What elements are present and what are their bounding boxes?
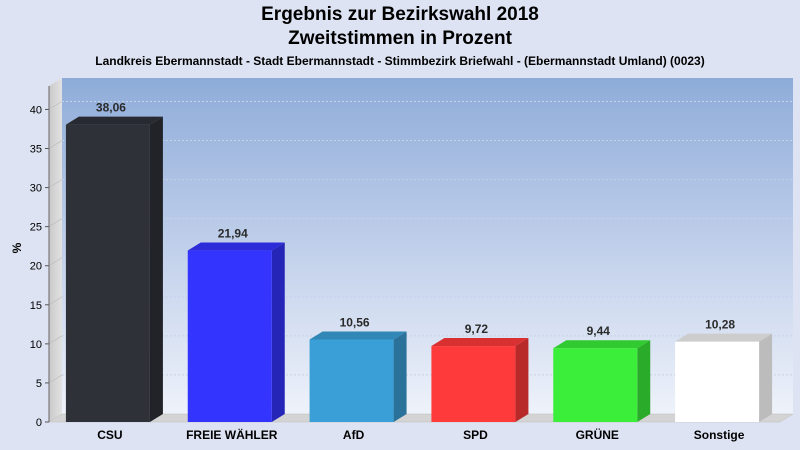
wall-gridline	[48, 218, 63, 227]
left-wall	[49, 78, 62, 422]
wall-gridline	[48, 140, 63, 149]
data-label: 9,44	[587, 324, 611, 338]
x-tick-label: AfD	[343, 428, 365, 442]
bar-gr-ne	[553, 348, 638, 422]
bar-side-afd	[393, 331, 407, 422]
y-tick-label: 25	[30, 222, 42, 234]
data-label: 21,94	[218, 227, 248, 241]
y-tick-label: 30	[30, 183, 42, 195]
chart-subtitle: Zweitstimmen in Prozent	[288, 28, 512, 49]
bar-spd	[431, 346, 516, 422]
plot-area	[62, 78, 793, 414]
bar-sonstige	[675, 341, 760, 422]
x-tick-label: GRÜNE	[576, 427, 619, 442]
y-tick-label: 35	[30, 144, 42, 156]
bar-top-afd	[309, 331, 407, 340]
x-tick-label: FREIE WÄHLER	[186, 427, 278, 442]
x-tick-label: Sonstige	[694, 428, 745, 442]
data-label: 10,56	[340, 315, 370, 329]
chart-caption: Landkreis Ebermannstadt - Stadt Ebermann…	[95, 54, 705, 68]
bar-side-freie-w-hler	[271, 242, 285, 422]
bar-afd	[309, 339, 394, 422]
x-tick-label: CSU	[97, 428, 122, 442]
chart-title: Ergebnis zur Bezirkswahl 2018	[261, 4, 539, 25]
y-tick-label: 40	[30, 104, 42, 116]
data-label: 9,72	[465, 322, 489, 336]
bar-csu	[65, 124, 150, 423]
bar-top-csu	[65, 116, 163, 125]
y-axis-label: %	[10, 242, 24, 253]
bar-top-sonstige	[675, 333, 773, 342]
y-tick-label: 15	[30, 300, 42, 312]
wall-gridline	[48, 257, 63, 267]
y-tick-label: 10	[30, 339, 42, 351]
wall-gridline	[48, 296, 63, 306]
bar-side-spd	[515, 338, 529, 422]
y-tick-label: 5	[36, 378, 42, 390]
bar-side-csu	[149, 116, 163, 423]
data-label: 10,28	[705, 318, 735, 332]
wall-gridline	[48, 335, 63, 345]
bar-side-sonstige	[759, 333, 773, 422]
data-label: 38,06	[96, 101, 126, 115]
x-tick-label: SPD	[463, 428, 488, 442]
bar-top-freie-w-hler	[187, 242, 285, 251]
bar-top-spd	[431, 338, 529, 347]
bar-top-gr-ne	[553, 340, 651, 349]
wall-gridline	[48, 374, 63, 384]
bar-freie-w-hler	[187, 250, 272, 422]
wall-gridline	[48, 179, 63, 188]
y-tick-label: 20	[30, 261, 42, 273]
bar-side-gr-ne	[637, 340, 651, 422]
wall-gridline	[48, 101, 63, 110]
y-tick-label: 0	[36, 417, 42, 429]
